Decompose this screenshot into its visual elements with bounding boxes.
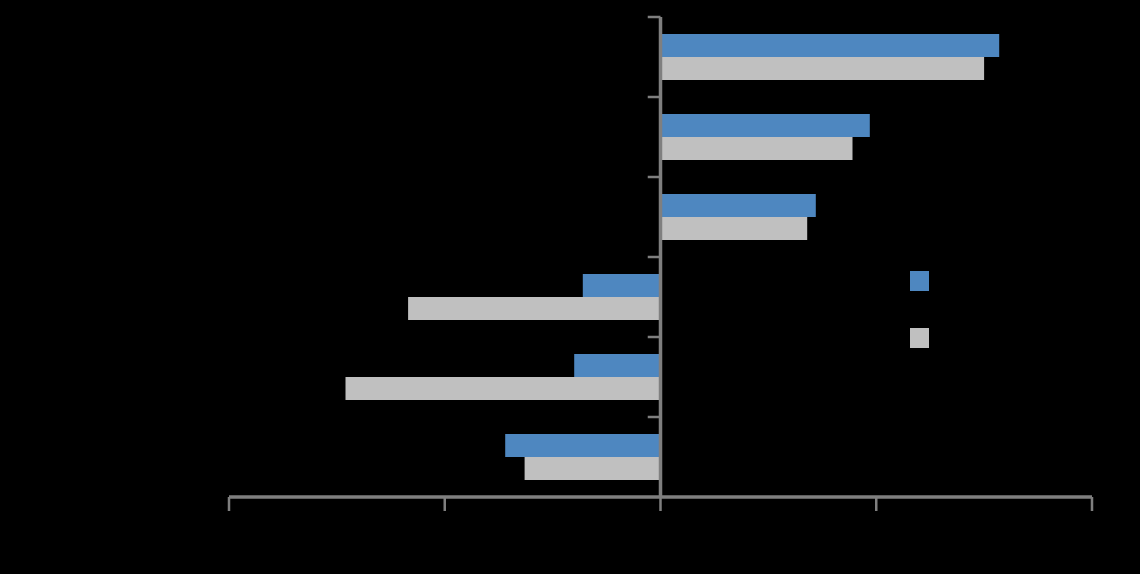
bar-series-gray-cat2 [660,137,853,160]
bar-series-blue-cat6 [505,434,661,457]
bar-series-gray-cat6 [524,457,661,480]
bar-series-gray-cat1 [660,57,985,80]
legend-swatch-blue [910,271,929,291]
bar-series-blue-cat3 [660,194,816,217]
bar-series-blue-cat1 [660,34,1000,57]
bar-series-gray-cat3 [660,217,808,240]
bar-series-blue-cat5 [574,354,661,377]
legend-swatch-gray [910,328,929,348]
bar-series-gray-cat4 [408,297,661,320]
bar-series-blue-cat2 [660,114,870,137]
bar-series-gray-cat5 [345,377,661,400]
bar-series-blue-cat4 [582,274,661,297]
